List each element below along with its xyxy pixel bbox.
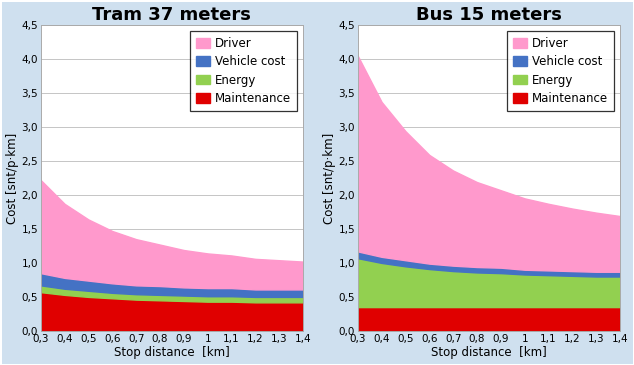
Y-axis label: Cost [snt/p·km]: Cost [snt/p·km]: [6, 132, 18, 224]
X-axis label: Stop distance  [km]: Stop distance [km]: [114, 346, 230, 360]
Title: Bus 15 meters: Bus 15 meters: [416, 5, 562, 24]
Legend: Driver, Vehicle cost, Energy, Maintenance: Driver, Vehicle cost, Energy, Maintenanc…: [507, 31, 614, 111]
Title: Tram 37 meters: Tram 37 meters: [93, 5, 251, 24]
Legend: Driver, Vehicle cost, Energy, Maintenance: Driver, Vehicle cost, Energy, Maintenanc…: [190, 31, 297, 111]
X-axis label: Stop distance  [km]: Stop distance [km]: [431, 346, 547, 360]
Y-axis label: Cost [snt/p·km]: Cost [snt/p·km]: [323, 132, 335, 224]
